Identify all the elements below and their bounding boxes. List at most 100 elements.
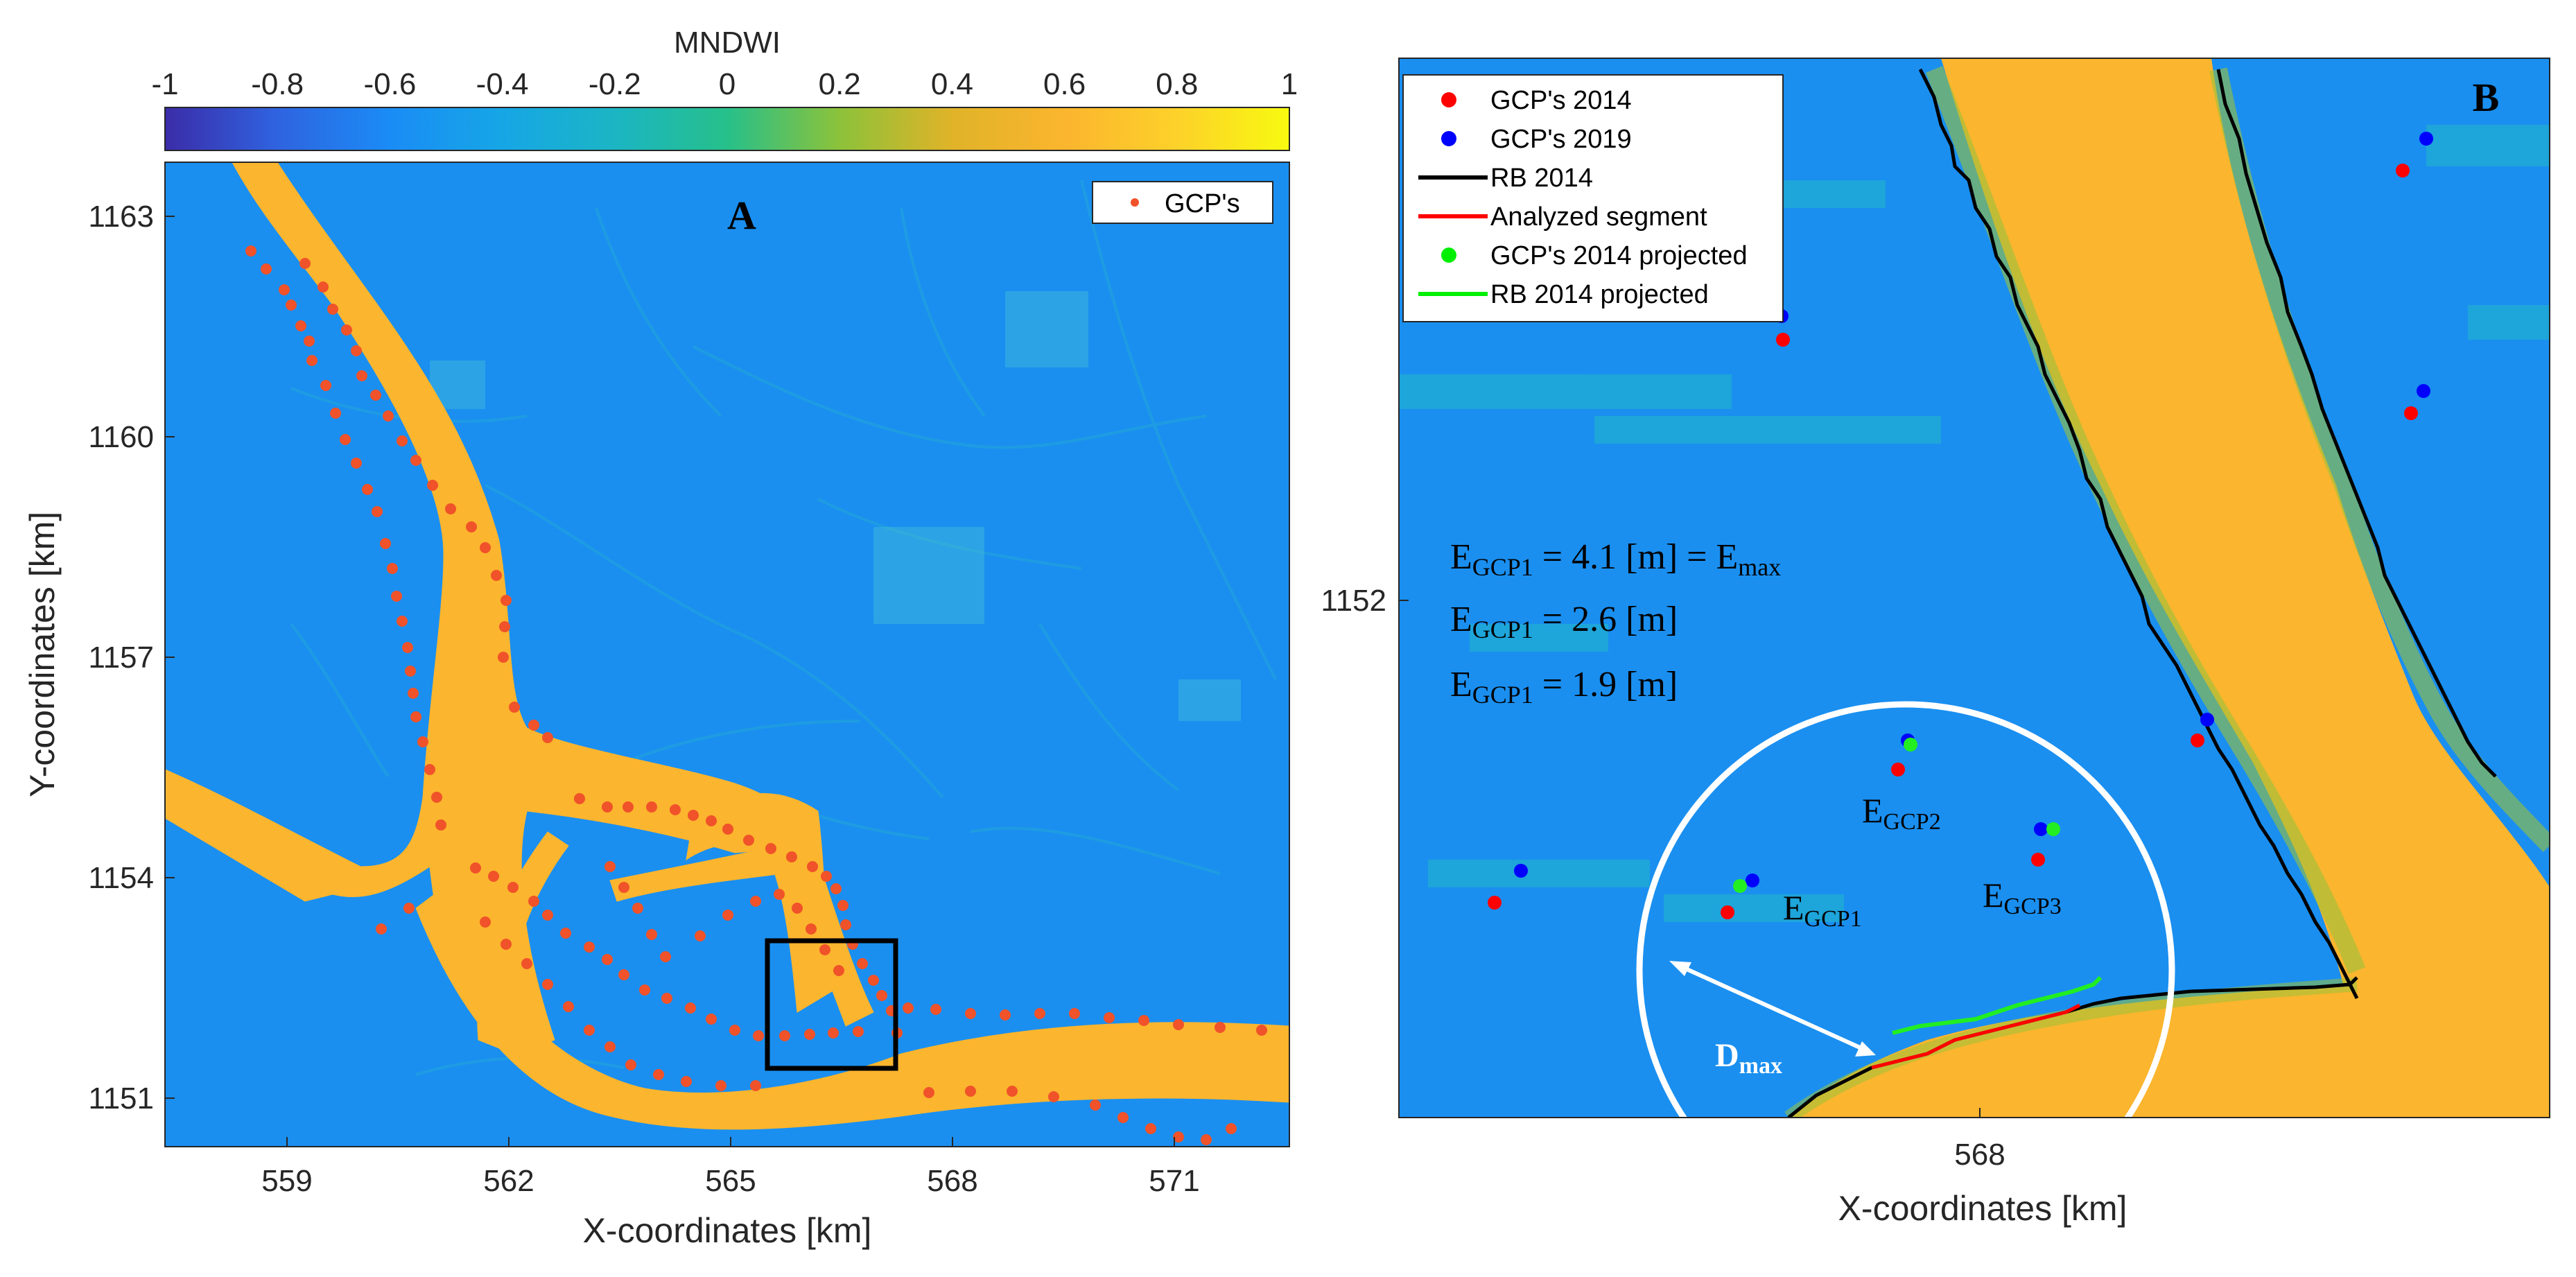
gcp-marker <box>542 979 553 990</box>
gcp-marker <box>753 1030 764 1041</box>
gcp-2019 <box>2417 384 2430 398</box>
legend-label: RB 2014 projected <box>1490 280 1709 309</box>
panel-a-label: A <box>727 193 756 238</box>
gcp-marker <box>670 804 681 815</box>
colorbar-tick-label: 1 <box>1281 67 1298 101</box>
gcp-marker <box>743 835 754 846</box>
gcp-marker <box>528 720 539 731</box>
gcp-marker <box>521 958 532 969</box>
gcp-marker <box>623 801 634 813</box>
panel-a-gcps <box>245 245 1267 1145</box>
gcp-marker <box>362 484 373 495</box>
panel-a-y-ticks: 1163 1160 1157 1154 1151 <box>88 200 175 1115</box>
gcp-marker <box>376 923 387 935</box>
gcp-marker <box>660 951 671 962</box>
gcp-marker <box>574 793 585 804</box>
gcp3-2019 <box>2034 822 2048 836</box>
canal-network <box>290 180 1277 1076</box>
gcp-marker <box>351 458 362 469</box>
gcp-marker <box>786 851 797 862</box>
gcp-marker <box>397 616 408 627</box>
gcp-marker <box>410 455 421 466</box>
legend-label: RB 2014 <box>1490 164 1593 193</box>
gcp-2019 <box>2200 713 2214 727</box>
legend-label: GCP's 2019 <box>1490 125 1632 154</box>
gcp1-projected <box>1733 879 1747 893</box>
panel-a-y-label: Y-coordinates [km] <box>23 512 62 797</box>
egcp2-label: EGCP2 <box>1862 791 1941 835</box>
gcp-marker <box>853 1026 864 1037</box>
gcp-marker <box>351 345 362 356</box>
gcp-marker <box>498 652 509 663</box>
egcp3-label: EGCP3 <box>1983 876 2062 919</box>
gcp-marker <box>1048 1091 1059 1102</box>
panel-b-x-ticks: 568 <box>1954 1108 2005 1172</box>
gcp2-2014 <box>1891 763 1905 776</box>
error-annotations: EGCP1 = 4.1 [m] = Emax EGCP1 = 2.6 [m] E… <box>1450 537 1781 709</box>
gcp-marker <box>431 792 442 803</box>
gcp-marker <box>715 1080 726 1091</box>
error-line-2: EGCP1 = 2.6 [m] <box>1450 600 1678 643</box>
legend-marker <box>1441 92 1456 107</box>
gcp-marker <box>833 965 844 976</box>
pixel-texture <box>1399 125 2550 922</box>
gcp-marker <box>445 503 456 514</box>
gcp-marker <box>806 923 817 935</box>
gcp-marker <box>403 903 415 914</box>
x-tick-label: 562 <box>483 1164 534 1198</box>
y-tick-label: 1160 <box>88 420 154 454</box>
colorbar-tick-label: -1 <box>151 67 178 101</box>
gcp-marker <box>804 1029 815 1040</box>
gcp1-2019 <box>1746 874 1759 887</box>
gcp-marker <box>480 542 491 553</box>
gcp-marker <box>923 1087 934 1098</box>
gcp-2019 <box>2419 132 2433 146</box>
colorbar-tick-label: 0.2 <box>819 67 861 101</box>
gcp-marker <box>499 621 510 632</box>
gcp-marker <box>688 810 699 821</box>
gcp-2014 <box>2396 164 2410 177</box>
x-tick-label: 559 <box>261 1164 312 1198</box>
gcp-marker <box>424 764 435 775</box>
gcp-marker <box>639 984 650 996</box>
gcp-2014 <box>1488 896 1502 910</box>
gcp3-2014 <box>2031 853 2045 867</box>
gcp-marker <box>685 1002 696 1014</box>
panel-b: Dmax EGCP1 = 4.1 [m] = Emax EGCP1 = 2.6 … <box>1321 58 2550 1228</box>
gcp-marker <box>466 521 477 532</box>
gcp-marker <box>1007 1086 1018 1097</box>
panel-b-label: B <box>2473 75 2500 120</box>
legend-marker <box>1441 131 1456 146</box>
gcp-marker <box>470 862 481 874</box>
x-tick-label: 568 <box>927 1164 977 1198</box>
gcp-marker <box>618 969 629 980</box>
gcp-marker <box>330 408 341 419</box>
gcp-marker <box>1226 1123 1237 1134</box>
gcp-marker <box>632 903 643 914</box>
gcp-marker <box>1069 1008 1080 1019</box>
gcp-marker <box>837 900 848 911</box>
gcp-marker <box>750 896 761 907</box>
gcp1-2014 <box>1721 905 1734 919</box>
gcp-marker <box>1000 1009 1011 1020</box>
gcp-marker <box>507 882 519 893</box>
legend-box <box>1402 74 1784 322</box>
gcp-marker <box>828 1027 839 1039</box>
gcp-marker <box>383 410 394 422</box>
gcp-marker <box>509 702 520 713</box>
gcp-marker <box>602 954 613 965</box>
gcp2-projected <box>1904 738 1917 752</box>
y-tick-label: 1157 <box>88 641 154 675</box>
gcp-2014 <box>2191 733 2204 747</box>
gcp-marker <box>317 281 329 293</box>
gcp-marker <box>417 736 428 747</box>
gcp-marker <box>397 435 408 446</box>
gcp-marker <box>1138 1015 1149 1026</box>
gcp-marker <box>542 910 553 921</box>
colorbar-tick-label: 0.6 <box>1043 67 1086 101</box>
colorbar-tick-label: 0 <box>719 67 736 101</box>
legend-gcp-label: GCP's <box>1165 189 1240 218</box>
y-tick-label: 1163 <box>88 200 154 234</box>
gcp-marker <box>602 801 613 813</box>
